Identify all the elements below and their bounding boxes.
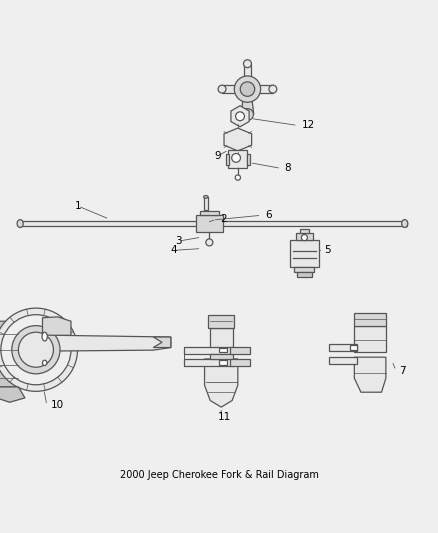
Circle shape — [234, 76, 261, 102]
Circle shape — [236, 112, 244, 120]
Polygon shape — [354, 357, 386, 392]
Polygon shape — [153, 337, 171, 348]
Circle shape — [235, 175, 240, 180]
Polygon shape — [230, 359, 250, 366]
Text: 9: 9 — [215, 151, 221, 160]
Circle shape — [218, 85, 226, 93]
Bar — [300, 229, 309, 233]
Bar — [219, 360, 227, 365]
Bar — [354, 326, 386, 352]
Circle shape — [241, 109, 253, 120]
Bar — [328, 344, 357, 351]
Circle shape — [206, 239, 213, 246]
Polygon shape — [0, 321, 18, 387]
Ellipse shape — [402, 220, 408, 228]
Circle shape — [240, 82, 254, 96]
Bar — [204, 197, 208, 210]
Bar — [228, 150, 247, 168]
Circle shape — [244, 110, 251, 118]
Circle shape — [0, 308, 78, 391]
Text: 8: 8 — [285, 164, 291, 173]
Bar — [184, 359, 233, 366]
Circle shape — [18, 332, 53, 367]
Bar — [226, 154, 229, 165]
Text: 5: 5 — [324, 245, 331, 255]
Circle shape — [301, 235, 307, 241]
Text: 2: 2 — [220, 214, 226, 224]
Bar — [328, 357, 357, 364]
Polygon shape — [244, 64, 251, 85]
Text: 1: 1 — [74, 201, 81, 211]
Text: 4: 4 — [171, 245, 177, 255]
Bar — [297, 272, 311, 277]
Text: 11: 11 — [218, 412, 231, 422]
Polygon shape — [224, 128, 252, 151]
Text: 2000 Jeep Cherokee Fork & Rail Diagram: 2000 Jeep Cherokee Fork & Rail Diagram — [120, 470, 318, 480]
Polygon shape — [42, 317, 71, 335]
Bar — [290, 240, 319, 266]
Bar — [210, 328, 233, 351]
Ellipse shape — [17, 220, 23, 228]
Ellipse shape — [204, 196, 208, 198]
Text: 12: 12 — [301, 120, 314, 131]
Bar — [196, 215, 223, 232]
Bar — [296, 233, 313, 240]
Polygon shape — [53, 335, 171, 351]
Bar — [247, 154, 250, 165]
Polygon shape — [244, 93, 251, 115]
Bar — [354, 313, 386, 326]
Ellipse shape — [42, 360, 47, 366]
Bar — [184, 346, 233, 354]
Polygon shape — [231, 106, 249, 127]
Circle shape — [12, 326, 60, 374]
Ellipse shape — [42, 332, 47, 341]
Polygon shape — [222, 85, 243, 93]
Polygon shape — [230, 346, 250, 354]
Text: 10: 10 — [50, 400, 64, 410]
Bar — [208, 314, 234, 328]
Bar — [219, 348, 227, 352]
Polygon shape — [252, 85, 273, 93]
Text: 7: 7 — [399, 366, 406, 376]
Circle shape — [269, 85, 277, 93]
Polygon shape — [205, 359, 238, 407]
Circle shape — [1, 314, 71, 385]
Text: 3: 3 — [175, 236, 182, 246]
Bar — [18, 221, 407, 226]
Polygon shape — [241, 101, 254, 115]
Circle shape — [244, 60, 251, 68]
Bar — [200, 211, 219, 215]
Polygon shape — [0, 387, 25, 402]
Bar — [350, 345, 357, 350]
Text: 6: 6 — [265, 210, 272, 220]
Bar — [210, 354, 233, 359]
Circle shape — [232, 154, 240, 162]
Bar — [294, 266, 314, 272]
